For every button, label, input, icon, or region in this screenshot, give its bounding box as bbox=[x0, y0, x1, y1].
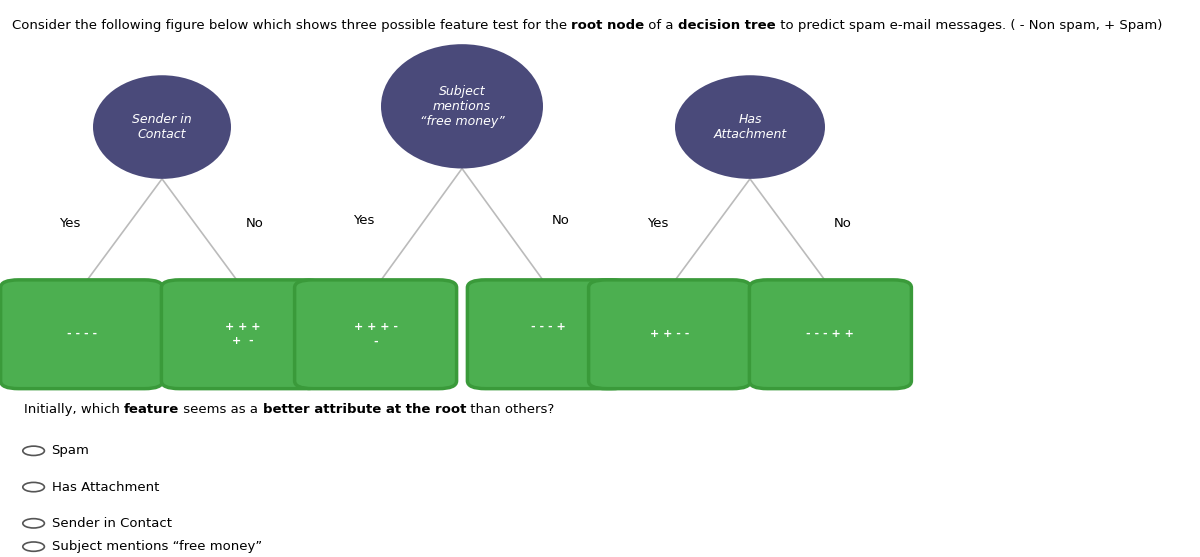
FancyBboxPatch shape bbox=[1, 280, 163, 389]
Ellipse shape bbox=[94, 75, 230, 179]
FancyBboxPatch shape bbox=[468, 280, 629, 389]
FancyBboxPatch shape bbox=[295, 280, 457, 389]
Text: better attribute at the root: better attribute at the root bbox=[263, 403, 466, 416]
Text: - - - +: - - - + bbox=[532, 323, 565, 346]
Text: Yes: Yes bbox=[647, 217, 668, 231]
Text: Has Attachment: Has Attachment bbox=[52, 481, 158, 494]
Text: Sender in
Contact: Sender in Contact bbox=[132, 113, 192, 141]
Text: + + + -
-: + + + - - bbox=[354, 323, 397, 346]
Text: root node: root node bbox=[571, 19, 644, 32]
Text: decision tree: decision tree bbox=[678, 19, 776, 32]
Text: No: No bbox=[552, 214, 569, 227]
Text: than others?: than others? bbox=[466, 403, 554, 416]
Text: Initially, which: Initially, which bbox=[24, 403, 124, 416]
Text: + + +
+  -: + + + + - bbox=[224, 323, 260, 346]
Text: Has
Attachment: Has Attachment bbox=[713, 113, 787, 141]
Text: No: No bbox=[246, 217, 263, 231]
Text: of a: of a bbox=[644, 19, 678, 32]
FancyBboxPatch shape bbox=[589, 280, 751, 389]
Text: to predict spam e-mail messages. ( - Non spam, + Spam): to predict spam e-mail messages. ( - Non… bbox=[776, 19, 1163, 32]
Ellipse shape bbox=[674, 75, 826, 179]
Text: seems as a: seems as a bbox=[179, 403, 263, 416]
Text: + + - -: + + - - bbox=[650, 329, 689, 339]
Text: feature: feature bbox=[124, 403, 179, 416]
Ellipse shape bbox=[382, 44, 542, 168]
Text: Consider the following figure below which shows three possible feature test for : Consider the following figure below whic… bbox=[12, 19, 571, 32]
Text: Subject mentions “free money”: Subject mentions “free money” bbox=[52, 540, 262, 553]
Text: Yes: Yes bbox=[59, 217, 80, 231]
Text: No: No bbox=[834, 217, 851, 231]
FancyBboxPatch shape bbox=[749, 280, 912, 389]
Text: - - - -: - - - - bbox=[66, 329, 97, 339]
Text: Subject
mentions
“free money”: Subject mentions “free money” bbox=[420, 85, 504, 128]
FancyBboxPatch shape bbox=[161, 280, 324, 389]
Text: - - - + +: - - - + + bbox=[806, 329, 854, 339]
Text: Yes: Yes bbox=[353, 214, 374, 227]
Text: Spam: Spam bbox=[52, 444, 90, 457]
Text: Sender in Contact: Sender in Contact bbox=[52, 517, 172, 530]
